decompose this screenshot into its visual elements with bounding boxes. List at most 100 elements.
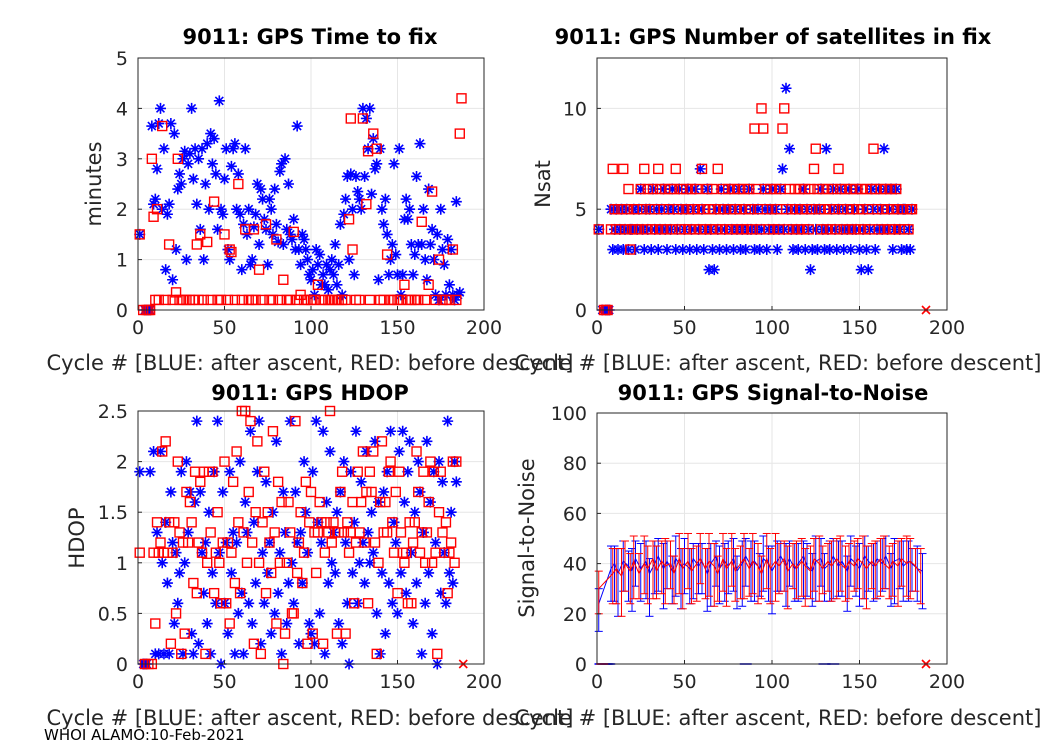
data-point-after-ascent bbox=[833, 203, 844, 215]
data-point-after-ascent bbox=[262, 567, 274, 579]
data-point-after-ascent bbox=[752, 203, 764, 215]
data-point-before-descent bbox=[730, 203, 741, 215]
title-hdop: 9011: GPS HDOP bbox=[211, 381, 408, 405]
data-point-after-ascent bbox=[246, 254, 258, 266]
data-point-before-descent bbox=[728, 183, 739, 195]
data-point-before-descent bbox=[170, 287, 182, 298]
data-point-after-ascent bbox=[187, 648, 199, 660]
data-point-before-descent bbox=[305, 486, 317, 498]
data-point-after-ascent bbox=[219, 173, 230, 185]
data-point-before-descent bbox=[411, 446, 422, 457]
data-point-after-ascent bbox=[283, 178, 295, 190]
data-point-before-descent bbox=[738, 183, 750, 195]
data-point-after-ascent bbox=[412, 456, 424, 468]
x-tick-label: 150 bbox=[841, 671, 877, 693]
data-point-after-ascent bbox=[371, 607, 383, 619]
data-point-after-ascent bbox=[151, 526, 163, 538]
data-point-after-ascent bbox=[402, 213, 414, 225]
data-point-before-descent bbox=[288, 226, 299, 238]
data-point-after-ascent bbox=[707, 244, 718, 256]
x-ticks-hdop: 0 50 100 150 200 bbox=[132, 660, 502, 693]
data-point-after-ascent bbox=[350, 425, 362, 437]
data-point-before-descent bbox=[840, 183, 851, 195]
data-point-before-descent bbox=[378, 294, 389, 306]
y-tick-label: 0 bbox=[116, 300, 128, 322]
y-tick-label: 60 bbox=[563, 503, 587, 525]
data-point-before-descent bbox=[340, 294, 351, 306]
data-point-after-ascent bbox=[409, 506, 421, 518]
data-point-before-descent bbox=[653, 163, 664, 175]
data-point-before-descent bbox=[196, 547, 208, 558]
data-point-after-ascent bbox=[364, 102, 376, 114]
x-ticks-signal-to-noise: 0 50 100 150 200 bbox=[591, 660, 965, 693]
data-point-after-ascent bbox=[757, 183, 769, 195]
data-point-after-ascent bbox=[407, 269, 419, 281]
data-point-before-descent bbox=[250, 507, 261, 518]
data-point-before-descent bbox=[759, 183, 771, 195]
data-point-after-ascent bbox=[288, 597, 300, 609]
data-point-before-descent bbox=[234, 587, 246, 599]
data-point-before-descent bbox=[176, 648, 187, 660]
data-point-before-descent bbox=[229, 577, 241, 589]
data-point-before-descent bbox=[207, 466, 218, 477]
data-point-before-descent bbox=[810, 143, 821, 154]
data-point-before-descent bbox=[681, 183, 692, 195]
data-point-before-descent bbox=[822, 183, 834, 195]
y-tick-label: 1 bbox=[116, 553, 128, 575]
data-point-after-ascent bbox=[652, 244, 664, 256]
data-point-after-ascent bbox=[327, 269, 339, 281]
data-point-after-ascent bbox=[621, 203, 633, 215]
data-point-before-descent bbox=[686, 183, 697, 195]
data-point-after-ascent bbox=[312, 516, 324, 528]
data-point-before-descent bbox=[172, 153, 183, 165]
data-point-after-ascent bbox=[440, 597, 452, 609]
data-point-before-descent bbox=[309, 294, 320, 306]
x-ticks-number-of-satellites: 0 50 100 150 200 bbox=[591, 306, 965, 339]
data-point-before-descent bbox=[658, 203, 669, 215]
data-point-before-descent bbox=[884, 224, 895, 235]
data-point-before-descent bbox=[170, 608, 182, 619]
data-point-before-descent bbox=[157, 120, 168, 132]
data-point-before-descent bbox=[352, 466, 363, 477]
data-point-after-ascent bbox=[450, 196, 462, 208]
data-point-after-ascent bbox=[167, 537, 179, 549]
data-point-after-ascent bbox=[281, 618, 293, 630]
data-point-before-descent bbox=[646, 224, 657, 235]
data-point-before-descent bbox=[297, 577, 308, 589]
data-point-after-ascent bbox=[724, 183, 736, 195]
data-point-before-descent bbox=[357, 446, 369, 457]
data-point-before-descent bbox=[731, 224, 743, 235]
data-point-after-ascent bbox=[722, 203, 734, 215]
data-point-after-ascent bbox=[834, 183, 846, 195]
data-point-before-descent bbox=[281, 557, 292, 568]
data-point-after-ascent bbox=[289, 486, 301, 498]
xlabel-hdop: Cycle # [BLUE: after ascent, RED: before… bbox=[47, 706, 574, 730]
data-point-after-ascent bbox=[243, 203, 255, 215]
data-point-before-descent bbox=[224, 618, 235, 629]
data-point-before-descent bbox=[326, 537, 337, 548]
data-point-before-descent bbox=[714, 203, 725, 215]
data-point-after-ascent bbox=[319, 648, 331, 660]
data-point-before-descent bbox=[449, 557, 460, 568]
data-point-after-ascent bbox=[179, 145, 191, 157]
data-point-before-descent bbox=[257, 517, 268, 528]
data-point-after-ascent bbox=[442, 415, 454, 427]
data-point-after-ascent bbox=[340, 537, 352, 549]
data-point-before-descent bbox=[188, 577, 199, 589]
y-tick-label: 80 bbox=[563, 453, 587, 475]
data-point-before-descent bbox=[768, 224, 779, 235]
data-point-before-descent bbox=[219, 229, 230, 240]
data-point-after-ascent bbox=[345, 168, 357, 180]
data-point-after-ascent bbox=[308, 638, 320, 650]
data-point-before-descent bbox=[248, 224, 260, 235]
data-point-before-descent bbox=[421, 527, 433, 538]
data-point-after-ascent bbox=[357, 537, 369, 549]
data-point-before-descent bbox=[719, 203, 730, 215]
data-point-after-ascent bbox=[359, 170, 371, 182]
errorbar-before-descent-line bbox=[598, 557, 922, 590]
data-point-before-descent bbox=[179, 628, 190, 639]
data-point-after-ascent bbox=[168, 128, 180, 140]
y-tick-label: 0 bbox=[116, 654, 128, 676]
xlabel-number-of-satellites: Cycle # [BLUE: after ascent, RED: before… bbox=[515, 351, 1042, 375]
data-point-after-ascent bbox=[379, 193, 391, 205]
